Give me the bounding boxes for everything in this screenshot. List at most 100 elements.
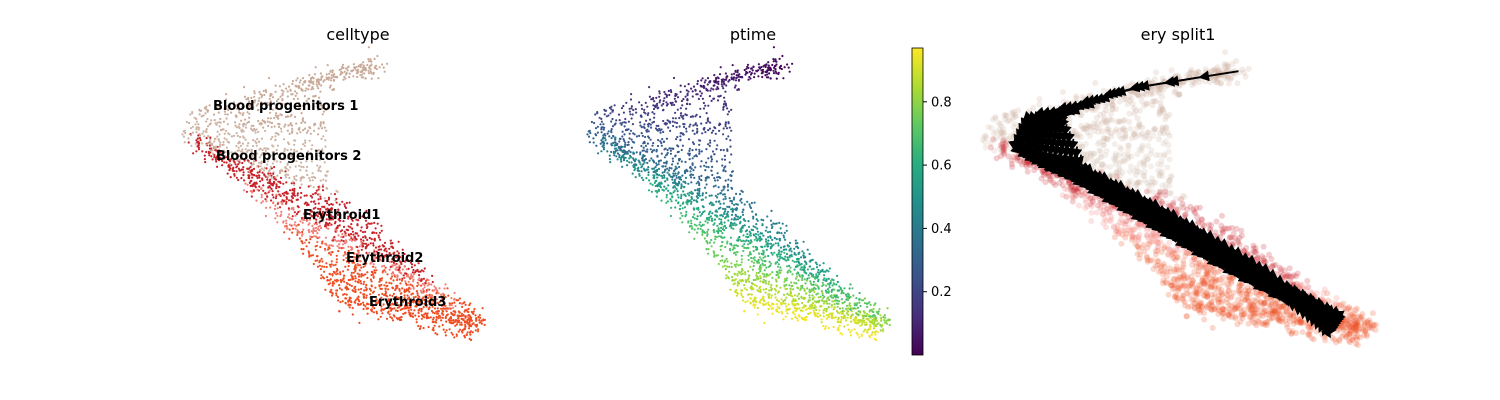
ptime-point (743, 287, 747, 290)
celltype-point (464, 303, 467, 306)
ptime-point (759, 288, 762, 291)
celltype-point (266, 178, 269, 181)
ptime-point (723, 154, 727, 157)
ptime-point (800, 317, 804, 320)
ptime-point (686, 192, 689, 195)
celltype-point (335, 189, 338, 192)
celltype-point (381, 312, 384, 315)
celltype-point (330, 294, 334, 297)
ptime-point (810, 272, 813, 275)
ptime-point (655, 96, 658, 99)
ptime-point (711, 173, 714, 177)
ptime-point (788, 241, 792, 244)
ptime-point (845, 304, 849, 307)
celltype-point (262, 184, 265, 187)
celltype-point (265, 200, 268, 203)
ptime-point (663, 170, 666, 173)
celltype-point (219, 156, 222, 159)
celltype-point (302, 248, 305, 251)
celltype-point (359, 74, 362, 77)
ptime-point (725, 84, 728, 87)
ptime-point (784, 298, 787, 302)
celltype-point (483, 323, 486, 327)
celltype-point (264, 198, 267, 201)
celltype-point (329, 290, 332, 293)
ptime-point (727, 122, 730, 125)
celltype-point (321, 148, 324, 151)
ptime-point (721, 164, 724, 167)
ptime-point (696, 130, 699, 133)
ptime-point (630, 138, 633, 141)
celltype-point (238, 159, 241, 162)
ptime-point (700, 92, 704, 95)
celltype-point (374, 246, 378, 249)
ptime-point (610, 131, 613, 134)
celltype-point (275, 99, 278, 103)
celltype-point (388, 247, 391, 250)
ptime-point (731, 210, 734, 213)
celltype-point (247, 176, 250, 180)
celltype-point (335, 201, 338, 204)
celltype-point (290, 199, 293, 202)
celltype-point (278, 193, 281, 196)
celltype-point (318, 158, 322, 161)
ptime-point (733, 222, 736, 225)
celltype-point (420, 307, 423, 311)
ptime-point (668, 93, 671, 97)
celltype-point (276, 174, 279, 177)
celltype-point (282, 138, 286, 141)
ptime-point (658, 127, 661, 130)
celltype-point (357, 281, 360, 284)
ptime-point (736, 215, 740, 218)
celltype-point (337, 234, 340, 237)
celltype-point (356, 259, 359, 262)
ptime-point (727, 219, 730, 222)
ptime-point (851, 287, 854, 290)
celltype-point (295, 122, 298, 125)
celltype-point (440, 319, 443, 322)
ptime-point (606, 150, 609, 153)
celltype-point (304, 89, 307, 92)
ptime-point (883, 314, 886, 317)
celltype-point (260, 137, 263, 140)
ptime-point (680, 187, 683, 190)
celltype-point (341, 65, 344, 68)
celltype-point (293, 152, 296, 155)
ptime-point (707, 218, 710, 221)
ptime-point (600, 150, 603, 153)
celltype-point (296, 77, 299, 80)
celltype-point (242, 173, 245, 177)
ptime-point (787, 66, 790, 69)
celltype-point (347, 261, 351, 264)
ptime-point (677, 172, 680, 175)
celltype-point (312, 231, 315, 235)
celltype-point (222, 120, 225, 123)
celltype-point (242, 166, 245, 169)
ptime-point (625, 101, 628, 104)
celltype-point (249, 171, 252, 174)
ptime-point (705, 161, 708, 164)
ptime-point (818, 309, 821, 312)
ptime-point (798, 307, 801, 310)
celltype-point (194, 142, 197, 145)
cluster-label: Erythroid2 (346, 251, 423, 266)
celltype-point (466, 331, 469, 334)
celltype-point (395, 287, 398, 290)
celltype-point (260, 101, 263, 104)
ptime-point (730, 226, 733, 229)
celltype-point (256, 138, 259, 141)
celltype-point (192, 152, 195, 155)
celltype-point (384, 287, 387, 290)
ptime-point (672, 124, 675, 128)
celltype-point (453, 297, 456, 301)
celltype-point (414, 314, 417, 317)
celltype-point (311, 144, 314, 147)
ptime-point (752, 249, 755, 253)
ptime-point (669, 149, 673, 152)
celltype-point (430, 283, 433, 286)
ptime-point (597, 152, 600, 155)
ptime-point (724, 123, 727, 126)
ptime-point (706, 118, 709, 121)
celltype-point (294, 221, 297, 224)
ptime-point (873, 304, 876, 307)
